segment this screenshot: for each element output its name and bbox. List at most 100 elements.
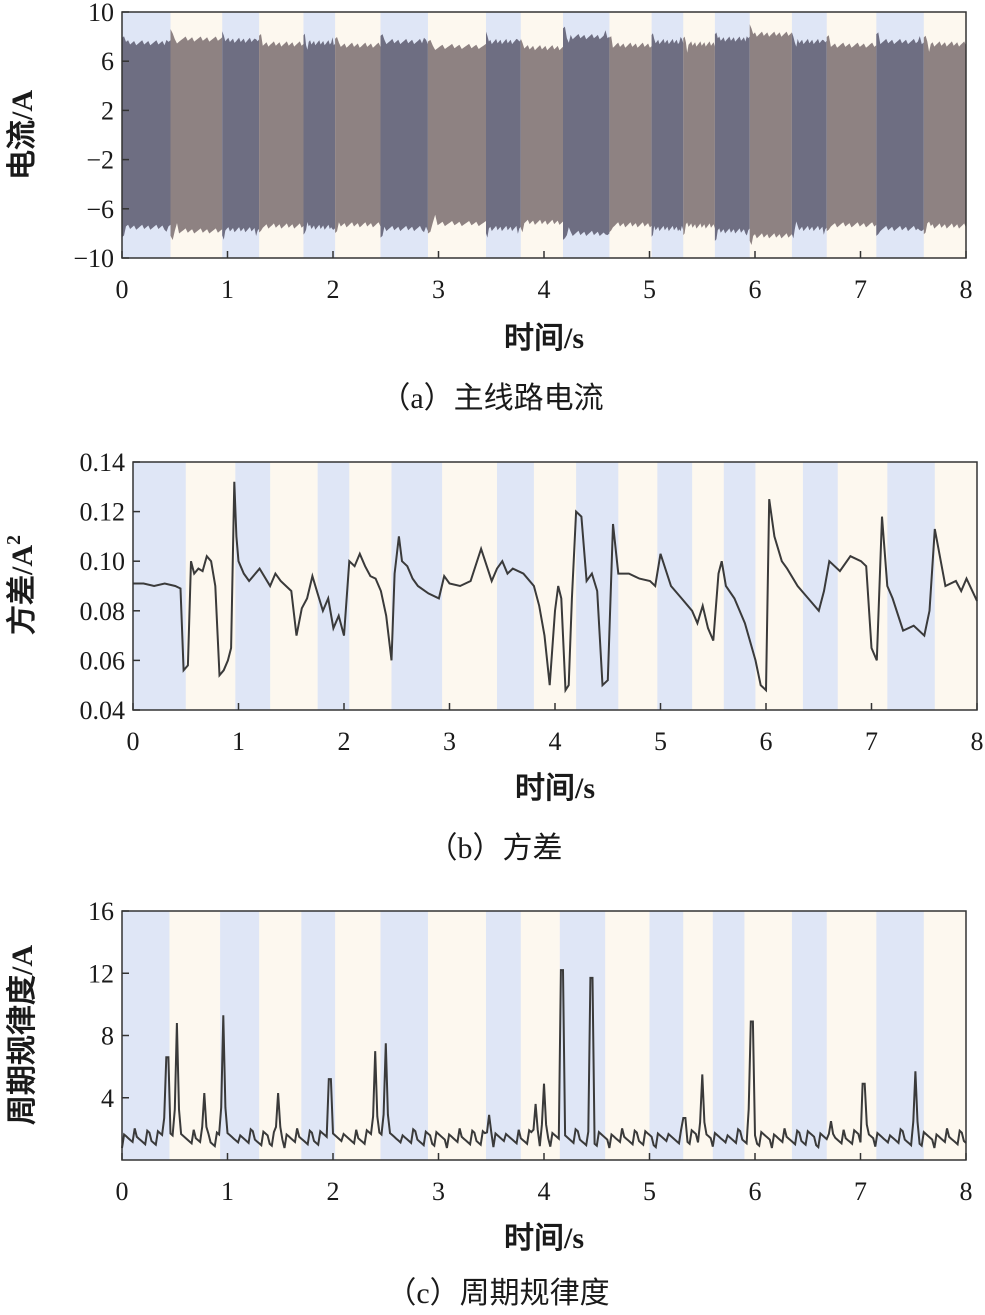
y-tick-label: 16 [88,897,114,926]
current-segment [380,34,428,238]
background-band [301,911,336,1160]
panel-c-background-bands [122,911,966,1160]
panel-c-x-ticks: 0 1 2 3 4 5 6 7 8 [116,1153,973,1206]
background-band [649,911,684,1160]
x-tick-label: 6 [749,275,762,304]
current-segment [486,31,521,238]
current-segment [303,33,336,235]
x-tick-label: 4 [538,1177,551,1206]
panel-a-x-axis-title: 时间/s [504,322,584,355]
x-tick-label: 3 [432,275,445,304]
background-band [802,462,838,710]
panel-c-periodicity-line [121,969,967,1150]
panel-b-background-bands [133,462,977,710]
background-band [485,911,521,1160]
x-tick-label: 3 [443,727,456,756]
current-segment [520,38,563,233]
background-band [235,462,271,710]
x-tick-label: 0 [116,1177,129,1206]
current-segment [923,35,966,235]
current-segment [749,24,792,246]
y-tick-label: 4 [101,1084,114,1113]
x-tick-label: 8 [960,1177,973,1206]
x-tick-label: 6 [760,727,773,756]
background-band [317,462,350,710]
current-segment [563,26,610,240]
background-band [576,462,619,710]
current-segment [427,39,486,234]
panel-b-x-axis-title: 时间/s [515,772,595,805]
current-segment [122,36,171,238]
x-tick-label: 7 [865,727,878,756]
background-band [887,462,935,710]
panel-a-y-ticks: 10 6 2 −2 −6 −10 [73,0,129,273]
current-segment [876,32,924,236]
background-band [657,462,693,710]
x-tick-label: 5 [643,1177,656,1206]
panel-b-caption: （b）方差 [428,832,563,865]
panel-b-y-axis-title-text: 方差/A [5,545,39,635]
x-tick-label: 2 [327,275,340,304]
panel-a-current-envelope [122,24,966,246]
background-band [559,911,606,1160]
panel-b-x-ticks: 0 1 2 3 4 5 6 7 8 [127,703,984,756]
x-tick-label: 2 [338,727,351,756]
background-band [133,462,186,710]
y-tick-label: 0.08 [80,597,126,626]
y-tick-label: 8 [101,1022,114,1051]
current-segment [259,34,304,233]
x-tick-label: 5 [643,275,656,304]
panel-b-y-axis-title-sup: 2 [3,535,25,545]
panel-a-caption: （a）主线路电流 [380,382,603,415]
x-tick-label: 2 [327,1177,340,1206]
current-segment [714,32,750,241]
y-tick-label: 12 [88,959,114,988]
background-band [723,462,756,710]
x-tick-label: 1 [221,275,234,304]
x-tick-label: 0 [116,275,129,304]
panel-b-y-ticks: 0.14 0.12 0.10 0.08 0.06 0.04 [80,448,140,725]
x-tick-label: 5 [654,727,667,756]
x-tick-label: 8 [960,275,973,304]
panel-c-x-axis-title: 时间/s [504,1222,584,1255]
x-tick-label: 7 [854,275,867,304]
y-tick-label: 0.04 [80,696,126,725]
current-segment [651,33,684,237]
current-segment [170,29,223,240]
background-band [496,462,534,710]
y-tick-label: −2 [86,146,114,175]
panel-a-current: 10 6 2 −2 −6 −10 0 1 2 3 4 5 6 7 8 电流/A 时间/s （a）主线路电流 [6,0,973,415]
panel-c-caption: （c）周期规律度 [386,1277,609,1310]
x-tick-label: 4 [538,275,551,304]
y-tick-label: −6 [86,195,114,224]
y-tick-label: 6 [101,47,114,76]
panel-b-variance-line [133,481,978,694]
x-tick-label: 1 [221,1177,234,1206]
y-tick-label: 0.12 [80,498,126,527]
y-tick-label: 2 [101,96,114,125]
current-segment [683,36,715,236]
x-tick-label: 8 [971,727,984,756]
background-band [122,911,170,1160]
y-tick-label: −10 [73,244,114,273]
background-band [876,911,924,1160]
panel-c-y-axis-title: 周期规律度/A [6,945,39,1125]
x-tick-label: 1 [232,727,245,756]
current-segment [222,31,260,240]
panel-c-y-ticks: 16 12 8 4 [88,897,129,1113]
x-tick-label: 3 [432,1177,445,1206]
current-segment [609,36,652,233]
current-segment [335,37,381,233]
x-tick-label: 0 [127,727,140,756]
y-tick-label: 0.10 [80,547,126,576]
y-tick-label: 10 [88,0,114,27]
y-tick-label: 0.06 [80,646,126,675]
panel-b-y-axis-title: 方差/A2 [3,535,39,635]
panel-a-y-axis-title: 电流/A [6,90,39,180]
panel-a-x-ticks: 0 1 2 3 4 5 6 7 8 [116,251,973,304]
current-segment [826,35,877,232]
background-band [380,911,428,1160]
background-band [712,911,745,1160]
